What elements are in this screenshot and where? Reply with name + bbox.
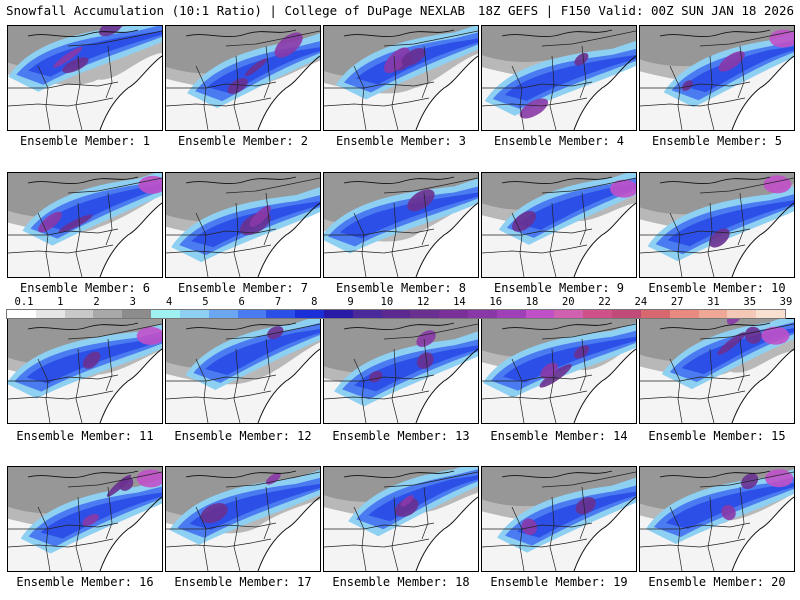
legend-tick-label: 7 [274, 296, 282, 308]
ensemble-member-map [165, 318, 321, 424]
ensemble-member-map [323, 318, 479, 424]
legend-tick-label: 4 [165, 296, 173, 308]
legend-tick-label: 35 [743, 296, 757, 308]
ensemble-member-label: Ensemble Member: 8 [335, 281, 467, 295]
legend-swatch [323, 310, 353, 318]
ensemble-member-map [639, 318, 795, 424]
legend-tick-label: 22 [598, 296, 611, 308]
legend-swatch [295, 310, 324, 318]
legend-swatch [496, 310, 526, 318]
legend-swatch [7, 310, 36, 318]
legend-tick-label: 9 [347, 296, 354, 308]
legend-tick-label: 18 [525, 296, 539, 308]
ensemble-member-map [639, 25, 795, 131]
legend-tick-label: 8 [311, 296, 318, 308]
legend-tick-label: 20 [561, 296, 575, 308]
legend-swatch [698, 310, 728, 318]
ensemble-member-label: Ensemble Member: 16 [16, 575, 154, 589]
legend-swatch [554, 310, 584, 318]
ensemble-member-map [639, 172, 795, 278]
legend-swatch [266, 310, 296, 318]
ensemble-member-map [165, 172, 321, 278]
legend-swatch [468, 310, 497, 318]
legend-swatch [583, 310, 613, 318]
legend-tick-label: 10 [380, 296, 394, 308]
legend-swatch [179, 310, 209, 318]
legend-swatch [612, 310, 641, 318]
legend-tick-label: 1 [57, 296, 64, 308]
legend-tick-label: 24 [634, 296, 648, 308]
ensemble-member-map [323, 172, 479, 278]
ensemble-member-label: Ensemble Member: 5 [651, 134, 783, 148]
ensemble-member-map [481, 172, 637, 278]
legend-swatch [525, 310, 555, 318]
legend-tick-label: 3 [129, 296, 137, 308]
legend-tick-label: 6 [238, 296, 245, 308]
legend-swatch [352, 310, 382, 318]
legend-swatch [640, 310, 670, 318]
legend-tick-label: 5 [202, 296, 209, 308]
ensemble-member-map [323, 466, 479, 572]
legend-tick-label: 16 [489, 296, 503, 308]
ensemble-member-label: Ensemble Member: 6 [19, 281, 151, 295]
ensemble-member-label: Ensemble Member: 15 [648, 429, 786, 443]
legend-tick-label: 2 [93, 296, 100, 308]
ensemble-member-label: Ensemble Member: 12 [174, 429, 312, 443]
legend-swatch [756, 310, 785, 318]
ensemble-member-label: Ensemble Member: 10 [648, 281, 786, 295]
legend-tick-label: 0.1 [14, 296, 34, 308]
ensemble-member-label: Ensemble Member: 9 [493, 281, 625, 295]
legend-swatch [208, 310, 238, 318]
legend-swatch [122, 310, 152, 318]
ensemble-member-map [639, 466, 795, 572]
legend-tick-label: 14 [453, 296, 466, 308]
ensemble-member-map [481, 25, 637, 131]
ensemble-member-map [7, 318, 163, 424]
legend-swatch [151, 310, 180, 318]
legend-swatch [410, 310, 440, 318]
legend-tick-label: 27 [670, 296, 684, 308]
ensemble-member-map [7, 172, 163, 278]
ensemble-member-label: Ensemble Member: 20 [648, 575, 786, 589]
chart-title: Snowfall Accumulation (10:1 Ratio) | Col… [6, 3, 466, 18]
ensemble-member-map [7, 25, 163, 131]
ensemble-member-label: Ensemble Member: 2 [177, 134, 309, 148]
legend-swatch [93, 310, 123, 318]
ensemble-member-map [7, 466, 163, 572]
legend-swatch [35, 310, 65, 318]
legend-tick-labels: 0.1 1 2 3 4 5 6 7 8 9 10 12 14 16 18 20 22 24 27 31 35 39 [6, 296, 793, 308]
model-run-info: 18Z GEFS | F150 Valid: 00Z SUN JAN 18 20… [477, 3, 794, 18]
ensemble-member-label: Ensemble Member: 7 [177, 281, 309, 295]
ensemble-member-map [165, 25, 321, 131]
legend-swatch [727, 310, 757, 318]
legend-tick-label: 39 [779, 296, 793, 308]
legend-tick-label: 31 [707, 296, 720, 308]
legend-swatch [381, 310, 411, 318]
ensemble-member-map [481, 466, 637, 572]
snowfall-color-scale [6, 309, 786, 319]
ensemble-member-label: Ensemble Member: 4 [493, 134, 625, 148]
legend-swatch [64, 310, 94, 318]
ensemble-member-label: Ensemble Member: 11 [16, 429, 154, 443]
legend-tick-label: 12 [416, 296, 430, 308]
ensemble-member-label: Ensemble Member: 3 [335, 134, 467, 148]
legend-swatch [439, 310, 468, 318]
ensemble-member-label: Ensemble Member: 17 [174, 575, 312, 589]
legend-swatch [669, 310, 699, 318]
legend-swatch [237, 310, 267, 318]
ensemble-member-map [481, 318, 637, 424]
ensemble-member-label: Ensemble Member: 18 [332, 575, 470, 589]
ensemble-member-map [323, 25, 479, 131]
ensemble-member-map [165, 466, 321, 572]
ensemble-member-label: Ensemble Member: 13 [332, 429, 470, 443]
ensemble-member-label: Ensemble Member: 1 [19, 134, 151, 148]
ensemble-member-label: Ensemble Member: 19 [490, 575, 628, 589]
ensemble-member-label: Ensemble Member: 14 [490, 429, 628, 443]
